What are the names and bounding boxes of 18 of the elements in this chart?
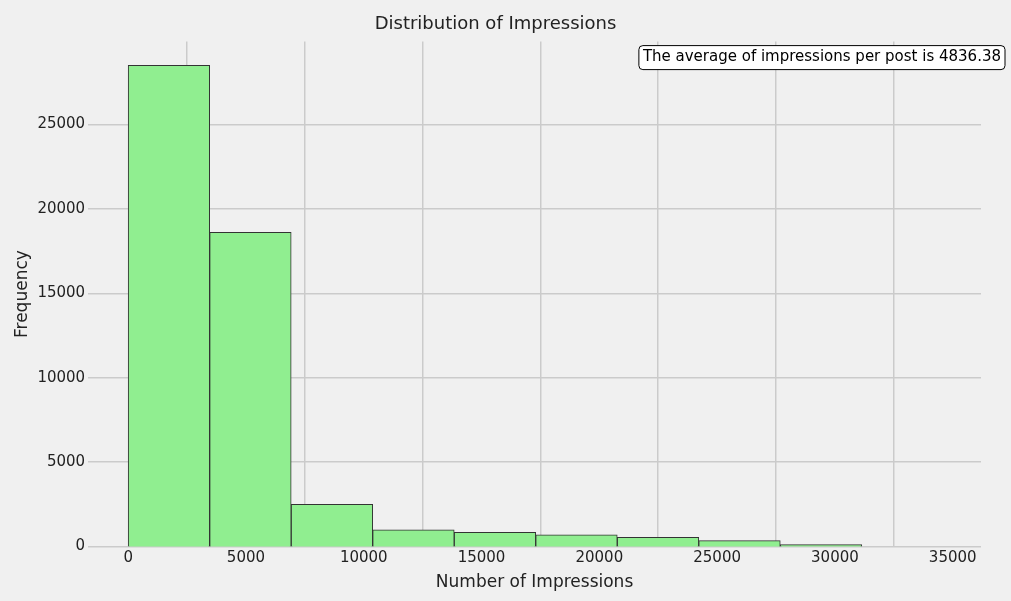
- x-tick-label: 25000: [693, 548, 741, 567]
- x-tick-label: 30000: [811, 548, 859, 567]
- x-axis-title: Number of Impressions: [435, 571, 634, 592]
- y-tick-label: 5000: [46, 452, 86, 471]
- y-tick-label: 10000: [37, 367, 86, 386]
- y-tick-label: 15000: [37, 283, 86, 302]
- y-axis-title: Frequency: [10, 250, 31, 339]
- y-tick-label: 20000: [37, 198, 86, 217]
- x-tick-label: 15000: [457, 548, 506, 567]
- chart-title: Distribution of Impressions: [374, 12, 617, 34]
- annotation: The average of impressions per post is 4836.38: [641, 47, 1001, 66]
- y-tick-label: 0: [75, 536, 86, 555]
- x-tick-label: 5000: [226, 548, 266, 567]
- y-tick-label: 25000: [37, 114, 86, 133]
- x-tick-label: 20000: [575, 548, 624, 567]
- x-tick-label: 0: [123, 548, 133, 567]
- x-tick-label: 10000: [339, 548, 388, 567]
- x-tick-label: 35000: [928, 548, 977, 567]
